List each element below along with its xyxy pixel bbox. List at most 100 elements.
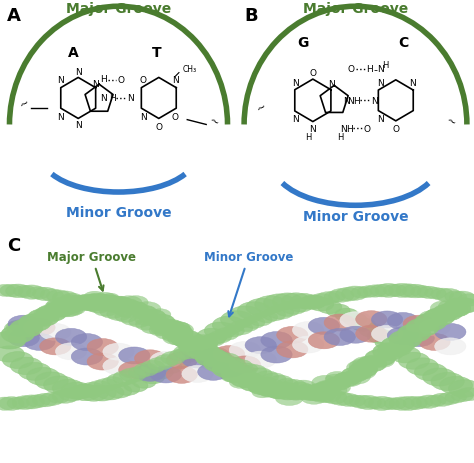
Circle shape [55, 300, 80, 313]
Circle shape [269, 375, 293, 388]
Text: N: N [140, 113, 147, 121]
Circle shape [359, 324, 384, 338]
Text: N: N [57, 76, 64, 85]
Circle shape [377, 398, 400, 410]
Circle shape [195, 349, 228, 367]
Circle shape [228, 360, 253, 373]
Circle shape [215, 328, 238, 340]
Circle shape [230, 371, 261, 388]
Circle shape [198, 349, 229, 366]
Circle shape [433, 310, 453, 320]
Circle shape [115, 296, 142, 311]
Circle shape [430, 393, 455, 407]
Text: C: C [398, 37, 408, 50]
Circle shape [301, 386, 325, 398]
Circle shape [218, 357, 239, 369]
Circle shape [74, 298, 98, 311]
Text: N: N [340, 125, 347, 133]
Circle shape [163, 331, 190, 345]
Circle shape [209, 331, 232, 344]
Text: T: T [152, 46, 161, 60]
Circle shape [101, 377, 123, 388]
Circle shape [55, 329, 87, 346]
Circle shape [344, 371, 361, 380]
Circle shape [198, 363, 229, 381]
Text: H: H [100, 75, 107, 84]
Circle shape [155, 319, 184, 335]
Circle shape [228, 321, 253, 335]
Circle shape [382, 340, 407, 353]
Circle shape [139, 310, 166, 324]
Text: N: N [371, 97, 378, 106]
Circle shape [149, 325, 170, 336]
Circle shape [81, 299, 104, 312]
Circle shape [8, 315, 39, 332]
Circle shape [107, 307, 132, 321]
Circle shape [18, 363, 51, 381]
Circle shape [60, 388, 84, 401]
Circle shape [237, 302, 270, 320]
Circle shape [285, 386, 305, 396]
Circle shape [229, 376, 251, 388]
Circle shape [73, 385, 98, 398]
Circle shape [147, 357, 172, 370]
Circle shape [44, 376, 76, 394]
Circle shape [102, 298, 128, 312]
Circle shape [246, 378, 273, 392]
Circle shape [18, 285, 45, 300]
Circle shape [308, 318, 339, 335]
Circle shape [93, 302, 118, 317]
Circle shape [135, 350, 166, 367]
Text: A: A [68, 46, 79, 60]
Circle shape [223, 357, 245, 369]
Text: O: O [310, 69, 316, 78]
Text: N: N [75, 121, 82, 130]
Circle shape [47, 290, 71, 303]
Circle shape [67, 387, 90, 399]
Text: O: O [118, 76, 124, 85]
Circle shape [370, 285, 393, 297]
Circle shape [389, 284, 415, 298]
Circle shape [166, 323, 193, 338]
Circle shape [59, 300, 83, 313]
Circle shape [406, 319, 439, 337]
Circle shape [103, 358, 134, 375]
Circle shape [268, 388, 289, 399]
Text: B: B [244, 7, 258, 25]
Circle shape [229, 306, 262, 324]
Circle shape [436, 289, 462, 303]
Circle shape [0, 397, 17, 410]
Circle shape [282, 293, 310, 309]
Circle shape [27, 287, 50, 300]
Circle shape [373, 343, 405, 361]
Circle shape [113, 371, 139, 385]
Circle shape [356, 325, 387, 343]
Circle shape [0, 332, 26, 349]
Circle shape [165, 354, 191, 369]
Circle shape [33, 288, 57, 301]
Circle shape [151, 322, 176, 336]
Circle shape [326, 304, 350, 317]
Text: N: N [57, 113, 64, 121]
Circle shape [357, 356, 387, 372]
Circle shape [121, 313, 145, 325]
Circle shape [255, 296, 287, 313]
Text: N: N [377, 79, 384, 88]
Text: Minor Groove: Minor Groove [204, 251, 293, 317]
Circle shape [61, 294, 83, 306]
Text: N: N [100, 94, 107, 103]
Circle shape [364, 397, 386, 409]
Circle shape [372, 325, 403, 343]
Circle shape [257, 382, 284, 397]
Circle shape [425, 288, 446, 300]
Circle shape [162, 331, 184, 342]
Circle shape [58, 303, 83, 317]
Text: Major Groove: Major Groove [66, 2, 171, 16]
Circle shape [181, 342, 209, 357]
Circle shape [118, 362, 150, 379]
Circle shape [15, 322, 41, 336]
Circle shape [414, 363, 447, 381]
Circle shape [100, 305, 125, 319]
Circle shape [351, 287, 372, 298]
Circle shape [136, 319, 157, 331]
